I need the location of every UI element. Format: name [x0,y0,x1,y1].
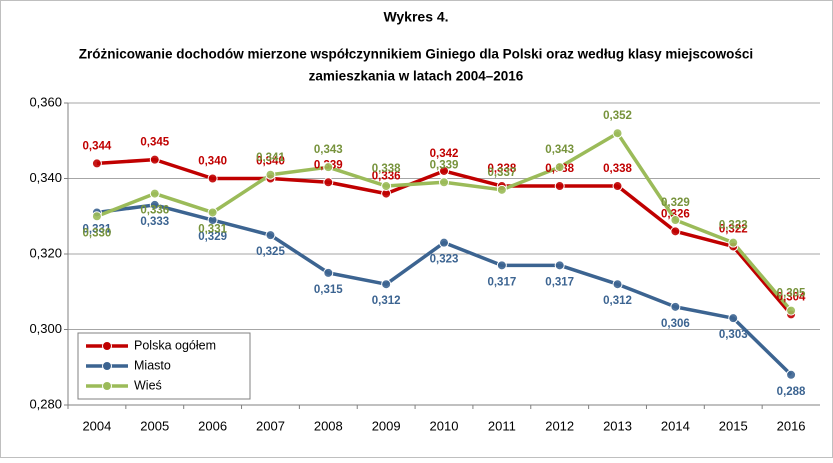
data-point [265,169,276,180]
data-label: 0,331 [83,224,112,236]
data-label: 0,339 [430,159,459,171]
data-point [612,181,623,192]
data-label: 0,343 [545,144,574,156]
data-label: 0,331 [198,224,227,236]
x-tick-label: 2014 [661,418,690,433]
data-label: 0,342 [430,148,459,160]
data-point [728,237,739,248]
data-label: 0,326 [661,208,690,220]
data-point [554,181,565,192]
data-point [439,177,449,188]
x-tick-label: 2007 [256,418,285,433]
data-point [670,215,681,226]
data-label: 0,323 [430,254,459,266]
chart-subtitle: zamieszkania w latach 2004–2016 [309,69,524,84]
x-tick-label: 2006 [198,418,227,433]
data-point [91,211,102,222]
data-label: 0,344 [83,140,112,152]
data-point [149,199,160,210]
data-label: 0,338 [372,163,401,175]
data-label: 0,336 [140,205,169,217]
x-tick-label: 2005 [140,418,169,433]
data-label: 0,345 [140,137,169,149]
data-point [612,279,623,290]
data-point [149,154,160,165]
data-label: 0,325 [256,246,285,258]
data-label: 0,330 [83,227,112,239]
data-label: 0,312 [603,295,632,307]
data-point [439,237,449,248]
y-tick-label: 0,360 [29,94,62,109]
data-point [728,313,739,324]
data-point [439,165,449,176]
data-point [323,267,334,278]
data-label: 0,340 [198,156,227,168]
chart-subtitle: Zróżnicowanie dochodów mierzone współczy… [79,47,753,62]
x-tick-label: 2011 [488,418,516,433]
x-tick-label: 2004 [82,418,111,433]
data-point [265,230,276,241]
data-point [554,162,565,173]
x-tick-label: 2015 [719,418,748,433]
data-label: 0,304 [777,291,806,303]
data-point [381,181,392,192]
y-tick-label: 0,300 [29,321,62,336]
data-point [91,158,102,169]
data-label: 0,317 [545,276,574,288]
data-point [612,128,623,139]
data-point [323,177,334,188]
data-point [786,369,797,380]
data-label: 0,341 [256,152,285,164]
data-point [554,260,565,271]
data-label: 0,352 [603,110,632,122]
data-point [786,305,797,316]
data-label: 0,312 [372,295,401,307]
data-point [670,226,681,237]
data-label: 0,303 [719,329,748,341]
data-label: 0,288 [777,386,806,398]
y-tick-label: 0,320 [29,245,62,260]
x-tick-label: 2013 [603,418,632,433]
data-label: 0,315 [314,284,343,296]
x-tick-label: 2012 [545,418,574,433]
x-tick-label: 2008 [314,418,343,433]
x-tick-label: 2016 [777,418,806,433]
x-tick-label: 2010 [430,418,459,433]
data-label: 0,340 [256,156,285,168]
data-point [207,173,218,184]
data-label: 0,336 [372,171,401,183]
data-label: 0,343 [314,144,343,156]
legend-label: Miasto [134,358,171,372]
data-point [323,162,334,173]
data-label: 0,329 [198,231,227,243]
legend-label: Wieś [134,378,162,392]
data-point [496,260,507,271]
legend-marker [102,381,112,391]
chart-title: Wykres 4. [383,9,448,25]
data-label: 0,317 [487,276,516,288]
data-label: 0,323 [719,220,748,232]
data-label: 0,337 [487,167,516,179]
legend-label: Polska ogółem [134,338,216,352]
data-label: 0,333 [140,216,169,228]
data-label: 0,338 [487,163,516,175]
data-point [149,188,160,199]
data-point [670,301,681,312]
y-tick-label: 0,280 [29,396,62,411]
data-point [496,184,507,195]
data-point [207,207,218,218]
data-label: 0,338 [603,163,632,175]
y-tick-label: 0,340 [29,170,62,185]
data-label: 0,322 [719,223,748,235]
legend-marker [102,361,112,371]
data-point [381,279,392,290]
data-label: 0,329 [661,197,690,209]
data-label: 0,305 [777,288,806,300]
legend-marker [102,341,112,351]
x-tick-label: 2009 [372,418,401,433]
data-label: 0,306 [661,318,690,330]
